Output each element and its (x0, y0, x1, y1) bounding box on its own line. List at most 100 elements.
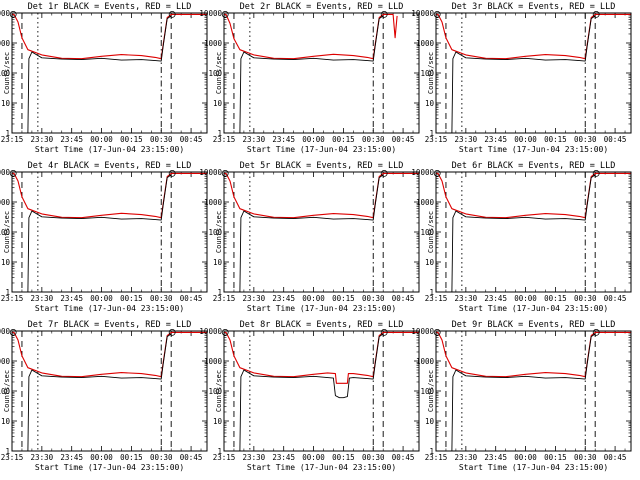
y-axis-label: Counts/sec (427, 211, 435, 253)
marker-end (380, 328, 388, 336)
y-tick-label: 10000 (0, 327, 10, 336)
plot-frame (11, 330, 208, 452)
x-tick-label: 23:15 (1, 453, 24, 462)
x-tick-label: 23:15 (1, 294, 24, 303)
x-tick-label: 00:15 (544, 453, 567, 462)
y-tick-label: 10 (425, 99, 435, 108)
x-axis-label: Start Time (17-Jun-04 23:15:00) (35, 145, 184, 154)
y-tick-label: 1000 (0, 39, 10, 48)
y-tick-label: 10000 (411, 9, 434, 18)
x-tick-label: 23:15 (425, 135, 448, 144)
series-line-lld (12, 172, 207, 219)
y-tick-label: 1 (217, 288, 222, 297)
chart-panel-9: Det 9r BLACK = Events, RED = LLD Counts/s… (411, 320, 632, 472)
x-tick-label: 23:30 (243, 135, 266, 144)
plot-frame (223, 330, 420, 452)
y-tick-label: 1000 (204, 357, 223, 366)
x-tick-label: 23:30 (455, 294, 478, 303)
x-tick-label: 23:15 (213, 294, 236, 303)
x-tick-label: 00:45 (180, 135, 203, 144)
x-axis-label: Start Time (17-Jun-04 23:15:00) (247, 145, 396, 154)
x-tick-label: 00:15 (332, 453, 355, 462)
plot-frame (435, 171, 632, 293)
x-tick-label: 00:30 (150, 453, 173, 462)
y-tick-label: 1000 (204, 198, 223, 207)
plot-frame (223, 171, 420, 293)
plot-frame (223, 12, 420, 134)
x-tick-label: 00:00 (90, 294, 113, 303)
y-tick-label: 1000 (416, 39, 435, 48)
y-tick-label: 100 (420, 69, 434, 78)
chart-panel-2: Det 2r BLACK = Events, RED = LLD Counts/s… (199, 2, 420, 154)
marker-start (9, 10, 17, 18)
y-tick-label: 1 (217, 129, 222, 138)
y-tick-label: 10000 (199, 9, 222, 18)
marker-end (380, 10, 388, 18)
chart-panel-4: Det 4r BLACK = Events, RED = LLD Counts/s… (0, 161, 208, 313)
x-tick-label: 23:30 (455, 135, 478, 144)
y-tick-label: 10 (425, 258, 435, 267)
x-tick-label: 00:30 (362, 453, 385, 462)
y-tick-label: 10 (1, 258, 11, 267)
series-line-lld (12, 331, 207, 378)
series-line-events (239, 333, 384, 452)
x-tick-label: 00:45 (604, 135, 627, 144)
x-tick-label: 00:30 (150, 135, 173, 144)
plot-frame (11, 12, 208, 134)
marker-end (168, 10, 176, 18)
chart-panel-5: Det 5r BLACK = Events, RED = LLD Counts/s… (199, 161, 420, 313)
x-tick-label: 00:45 (392, 294, 415, 303)
plot-frame (435, 12, 632, 134)
x-tick-label: 23:30 (31, 135, 54, 144)
x-tick-label: 00:45 (604, 294, 627, 303)
y-tick-label: 100 (208, 387, 222, 396)
x-tick-label: 00:00 (90, 453, 113, 462)
y-tick-label: 1 (217, 447, 222, 456)
series-line-events (451, 15, 596, 134)
x-axis-label: Start Time (17-Jun-04 23:15:00) (459, 463, 608, 472)
marker-start (9, 169, 17, 177)
x-tick-label: 00:15 (120, 135, 143, 144)
x-tick-label: 23:45 (60, 135, 83, 144)
y-tick-label: 100 (208, 228, 222, 237)
marker-end (592, 10, 600, 18)
y-tick-label: 10000 (199, 327, 222, 336)
x-tick-label: 23:15 (213, 453, 236, 462)
y-axis-label: Counts/sec (3, 211, 11, 253)
x-tick-label: 00:30 (574, 294, 597, 303)
x-tick-label: 23:15 (213, 135, 236, 144)
y-tick-label: 1000 (204, 39, 223, 48)
chart-title: Det 3r BLACK = Events, RED = LLD (452, 2, 616, 12)
x-tick-label: 23:45 (484, 294, 507, 303)
x-tick-label: 00:30 (574, 453, 597, 462)
series-line-lld (12, 13, 207, 60)
chart-title: Det 5r BLACK = Events, RED = LLD (240, 161, 404, 171)
y-axis-label: Counts/sec (427, 52, 435, 94)
x-axis-label: Start Time (17-Jun-04 23:15:00) (459, 304, 608, 313)
y-tick-label: 10000 (0, 168, 10, 177)
y-axis-label: Counts/sec (3, 52, 11, 94)
x-tick-label: 23:45 (484, 453, 507, 462)
x-axis-label: Start Time (17-Jun-04 23:15:00) (35, 304, 184, 313)
y-tick-label: 10000 (411, 168, 434, 177)
x-tick-label: 00:15 (544, 135, 567, 144)
chart-panel-8: Det 8r BLACK = Events, RED = LLD Counts/s… (199, 320, 420, 472)
y-tick-label: 1000 (416, 198, 435, 207)
y-tick-label: 1 (5, 447, 10, 456)
chart-title: Det 6r BLACK = Events, RED = LLD (452, 161, 616, 171)
x-tick-label: 00:00 (302, 135, 325, 144)
series-line-events (27, 333, 172, 452)
series-line-events (27, 174, 172, 293)
marker-start (221, 328, 229, 336)
y-tick-label: 100 (0, 228, 10, 237)
x-tick-label: 00:15 (120, 294, 143, 303)
y-tick-label: 1 (429, 288, 434, 297)
marker-end (168, 328, 176, 336)
marker-start (221, 169, 229, 177)
series-line-lld (436, 13, 631, 60)
x-tick-label: 00:00 (302, 453, 325, 462)
y-tick-label: 100 (0, 69, 10, 78)
marker-end (592, 169, 600, 177)
chart-panel-1: Det 1r BLACK = Events, RED = LLD Counts/s… (0, 2, 208, 154)
